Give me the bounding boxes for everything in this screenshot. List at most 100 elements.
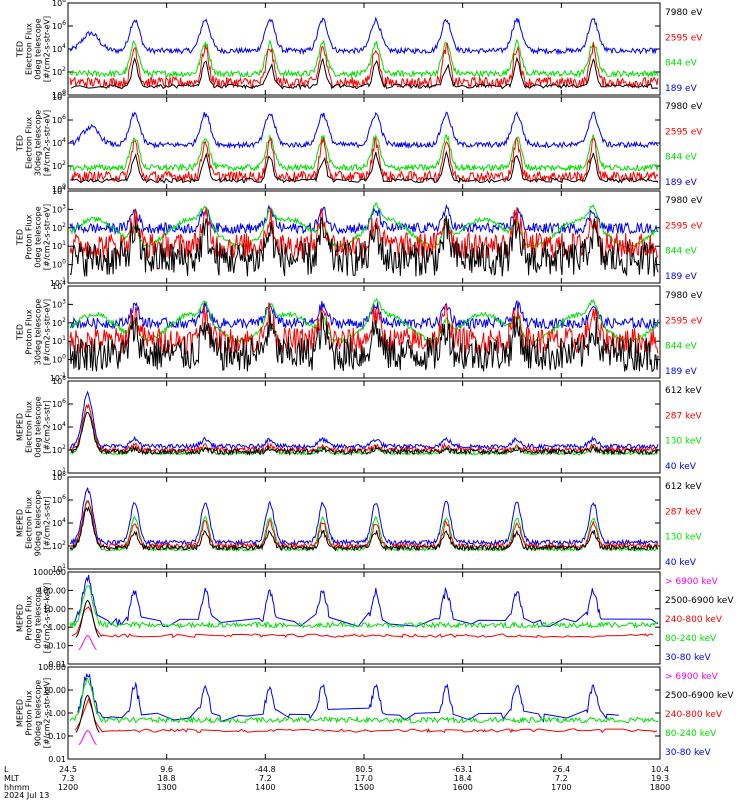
y-tick-label: 102 [52,160,66,171]
legend-entry: 130 keV [665,437,702,447]
x-tick-label: 1600 [452,783,472,792]
legend-entry: 7980 eV [665,291,703,301]
legend-entry: 844 eV [665,153,698,163]
legend-entry: 844 eV [665,59,698,69]
series-blue [72,574,659,628]
panel-7: 0.01 0.10 1.00 10.00 100.00 1000.00 MEPEDProto… [16,568,735,669]
x-axis-row-label: L [4,765,9,774]
series-black [69,411,659,457]
legend-entry: 40 keV [665,462,697,472]
y-axis-label: TEDElectron Flux30deg telescope[#/cm2-s-… [16,110,52,177]
x-tick-label: 1800 [650,783,670,792]
x-axis-row-label: hhmm [4,783,30,792]
panel-frame [67,380,661,474]
series-black [71,150,659,184]
y-axis-label: TEDProton Flux30deg telescope[#/cm2-s-st… [16,299,52,366]
series-group [69,111,659,184]
series-green [69,38,659,79]
x-axis-row-label: MLT [4,774,19,783]
series-group [69,487,659,552]
x-tick-label: 26.4 [552,765,570,774]
y-tick-label: 103 [52,203,66,214]
x-tick-label: 7.2 [259,774,272,783]
legend-entry: > 6900 keV [665,672,719,682]
y-tick-label: 100 [52,89,66,100]
x-tick-label: 1300 [156,783,176,792]
legend-entry: 130 keV [665,533,702,543]
y-tick-label: 102 [52,444,66,455]
series-black [75,694,100,733]
legend-entry: 287 keV [665,507,702,517]
x-tick-label: 10.4 [651,765,669,774]
x-tick-label: 7.2 [555,774,568,783]
y-tick-label: 106 [52,494,66,505]
y-tick-label: 0.01 [48,755,66,764]
y-axis-label: TEDElectron Flux0deg telescope[#/cm2-s-s… [16,16,52,82]
y-tick-label: 102 [52,222,66,233]
y-tick-label: 101 [52,467,66,478]
y-tick-label: 108 [52,91,66,102]
y-tick-label: 10.00 [43,605,66,614]
series-blue [70,111,659,150]
legend-entry: 2595 eV [665,221,703,231]
y-tick-label: 102 [52,317,66,328]
y-tick-label: 106 [52,398,66,409]
panel-frame [67,571,661,665]
legend-entry: 844 eV [665,342,698,352]
legend-entry: > 6900 keV [665,577,719,587]
legend-entry: 7980 eV [665,196,703,206]
legend-entry: 2595 eV [665,316,703,326]
series-red [69,500,659,551]
legend-entry: 7980 eV [665,102,703,112]
y-axis-label: TEDProton Flux0deg telescope[#/cm2-s-str… [16,204,52,270]
x-tick-label: 18.8 [158,774,176,783]
series-black [69,310,659,373]
series-blue [69,300,659,331]
legend-entry: 2500-6900 keV [665,596,734,606]
series-blue [77,673,619,723]
y-tick-label: 0.10 [48,642,66,651]
y-tick-label: 10.00 [43,686,66,695]
y-axis-label: MEPEDElectron Flux90deg telescope[#/cm2-… [16,490,52,557]
y-tick-label: 104 [52,421,66,432]
y-tick-label: 100 [52,354,66,365]
series-green [69,202,659,249]
y-tick-label: 106 [52,114,66,125]
x-axis-row-label: 2024 Jul 13 [4,791,49,800]
x-tick-label: -63.1 [452,765,473,774]
y-tick-label: 104 [52,137,66,148]
series-black [69,505,659,552]
series-group [69,16,659,91]
series-blue [69,487,659,547]
series-blue [69,390,659,451]
x-tick-label: 1200 [58,783,78,792]
y-tick-label: 108 [52,375,66,386]
series-black [75,599,100,638]
x-tick-label: 80.5 [355,765,373,774]
legend-entry: 2595 eV [665,127,703,137]
y-tick-label: 101 [52,563,66,574]
series-black [70,56,659,91]
y-axis-label: MEPEDProton Flux90deg telescope[#/cm2-s-… [16,678,52,749]
x-tick-label: 17.0 [355,774,373,783]
y-tick-label: 104 [52,43,66,54]
series-group [69,673,659,746]
legend-entry: 189 eV [665,367,698,377]
y-tick-label: 1.00 [48,709,66,718]
y-axis-label: MEPEDProton Flux0deg telescope[#/cm2-s-s… [16,583,52,654]
legend-entry: 80-240 keV [665,729,717,739]
series-green [69,297,659,344]
y-tick-label: 106 [52,20,66,31]
y-tick-label: 101 [52,240,66,251]
legend-entry: 40 keV [665,558,697,568]
legend-entry: 612 keV [665,482,702,492]
x-tick-label: 1400 [255,783,275,792]
y-tick-label: 102 [52,540,66,551]
x-tick-label: 18.4 [454,774,472,783]
panel-8: 0.01 0.10 1.00 10.00 100.00 MEPEDProton Flux9… [16,663,735,764]
series-group [69,202,659,277]
y-tick-label: 100.00 [38,586,66,595]
